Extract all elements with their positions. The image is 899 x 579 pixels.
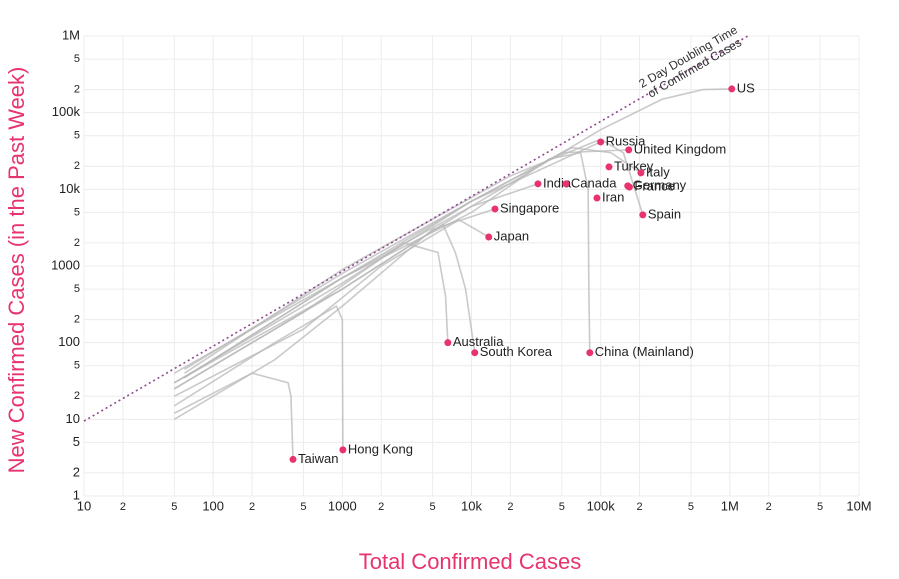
trajectory-line (184, 138, 644, 374)
data-point (625, 146, 633, 154)
x-tick-label: 2 (636, 501, 642, 513)
data-point (562, 180, 570, 188)
x-tick-label: 2 (249, 501, 255, 513)
y-tick-label: 100k (52, 104, 81, 119)
x-tick-label: 10 (77, 498, 91, 513)
data-point (625, 183, 633, 191)
data-point (289, 455, 297, 463)
y-tick-label: 2 (73, 464, 80, 479)
trajectory-line (173, 223, 476, 384)
data-point (491, 205, 499, 213)
data-point (471, 349, 479, 357)
x-tick-label: 100 (202, 498, 224, 513)
trajectory-line (173, 151, 591, 374)
point-label: South Korea (480, 344, 553, 359)
point-label: Taiwan (298, 451, 338, 466)
x-tick-label: 5 (430, 501, 436, 513)
data-point (593, 194, 601, 202)
point-label: United Kingdom (634, 141, 727, 156)
data-point (485, 233, 493, 241)
data-point (637, 169, 645, 177)
point-label: Germany (633, 177, 687, 192)
x-tick-label: 1000 (328, 498, 357, 513)
x-axis-title: Total Confirmed Cases (359, 549, 582, 574)
y-tick-label: 5 (74, 360, 80, 372)
point-label: China (Mainland) (595, 344, 694, 359)
y-tick-label: 5 (74, 283, 80, 295)
trajectory-line (173, 141, 602, 384)
y-tick-label: 10 (66, 411, 80, 426)
point-label: Singapore (500, 200, 559, 215)
data-point (444, 339, 452, 347)
data-point (605, 163, 613, 171)
x-tick-label: 5 (688, 501, 694, 513)
x-tick-label: 5 (817, 501, 823, 513)
x-tick-label: 10k (461, 498, 482, 513)
y-tick-label: 2 (74, 237, 80, 249)
data-point (597, 138, 605, 146)
x-tick-label: 2 (766, 501, 772, 513)
data-point (534, 180, 542, 188)
x-tick-label: 100k (587, 498, 616, 513)
x-tick-label: 5 (300, 501, 306, 513)
point-label: Japan (494, 228, 529, 243)
point-label: Hong Kong (348, 441, 413, 456)
point-label: Spain (648, 206, 681, 221)
point-label: Canada (571, 175, 617, 190)
trajectory-line (173, 218, 490, 397)
y-tick-label: 10k (59, 181, 80, 196)
y-tick-label: 1M (62, 27, 80, 42)
point-label: Turkey (614, 158, 654, 173)
trajectory-line (173, 208, 496, 421)
y-tick-label: 2 (74, 160, 80, 172)
y-tick-label: 1 (73, 487, 80, 502)
data-point (586, 349, 594, 357)
point-label: US (737, 80, 755, 95)
trajectory-line (173, 183, 539, 390)
x-tick-label: 2 (378, 501, 384, 513)
point-label: Australia (453, 334, 504, 349)
point-label: France (634, 179, 674, 194)
x-tick-label: 2 (120, 501, 126, 513)
data-point (639, 211, 647, 219)
y-axis-title: New Confirmed Cases (in the Past Week) (4, 67, 29, 474)
y-tick-label: 2 (74, 313, 80, 325)
y-tick-label: 5 (73, 434, 80, 449)
x-tick-label: 2 (507, 501, 513, 513)
x-tick-label: 5 (559, 501, 565, 513)
trajectory-line (173, 242, 449, 390)
x-tick-label: 10M (846, 498, 871, 513)
y-tick-label: 1000 (51, 257, 80, 272)
point-label: Russia (606, 133, 647, 148)
x-tick-label: 5 (171, 501, 177, 513)
x-tick-label: 1M (721, 498, 739, 513)
data-point (728, 85, 736, 93)
trajectory-line (173, 372, 294, 460)
y-tick-label: 100 (58, 334, 80, 349)
point-label: Italy (646, 164, 670, 179)
y-tick-label: 5 (74, 53, 80, 65)
y-tick-label: 5 (74, 130, 80, 142)
y-tick-label: 2 (74, 390, 80, 402)
point-label: Iran (602, 189, 624, 204)
trajectory-line (173, 304, 344, 450)
y-tick-label: 5 (74, 206, 80, 218)
y-tick-label: 2 (74, 83, 80, 95)
data-point (339, 446, 347, 454)
